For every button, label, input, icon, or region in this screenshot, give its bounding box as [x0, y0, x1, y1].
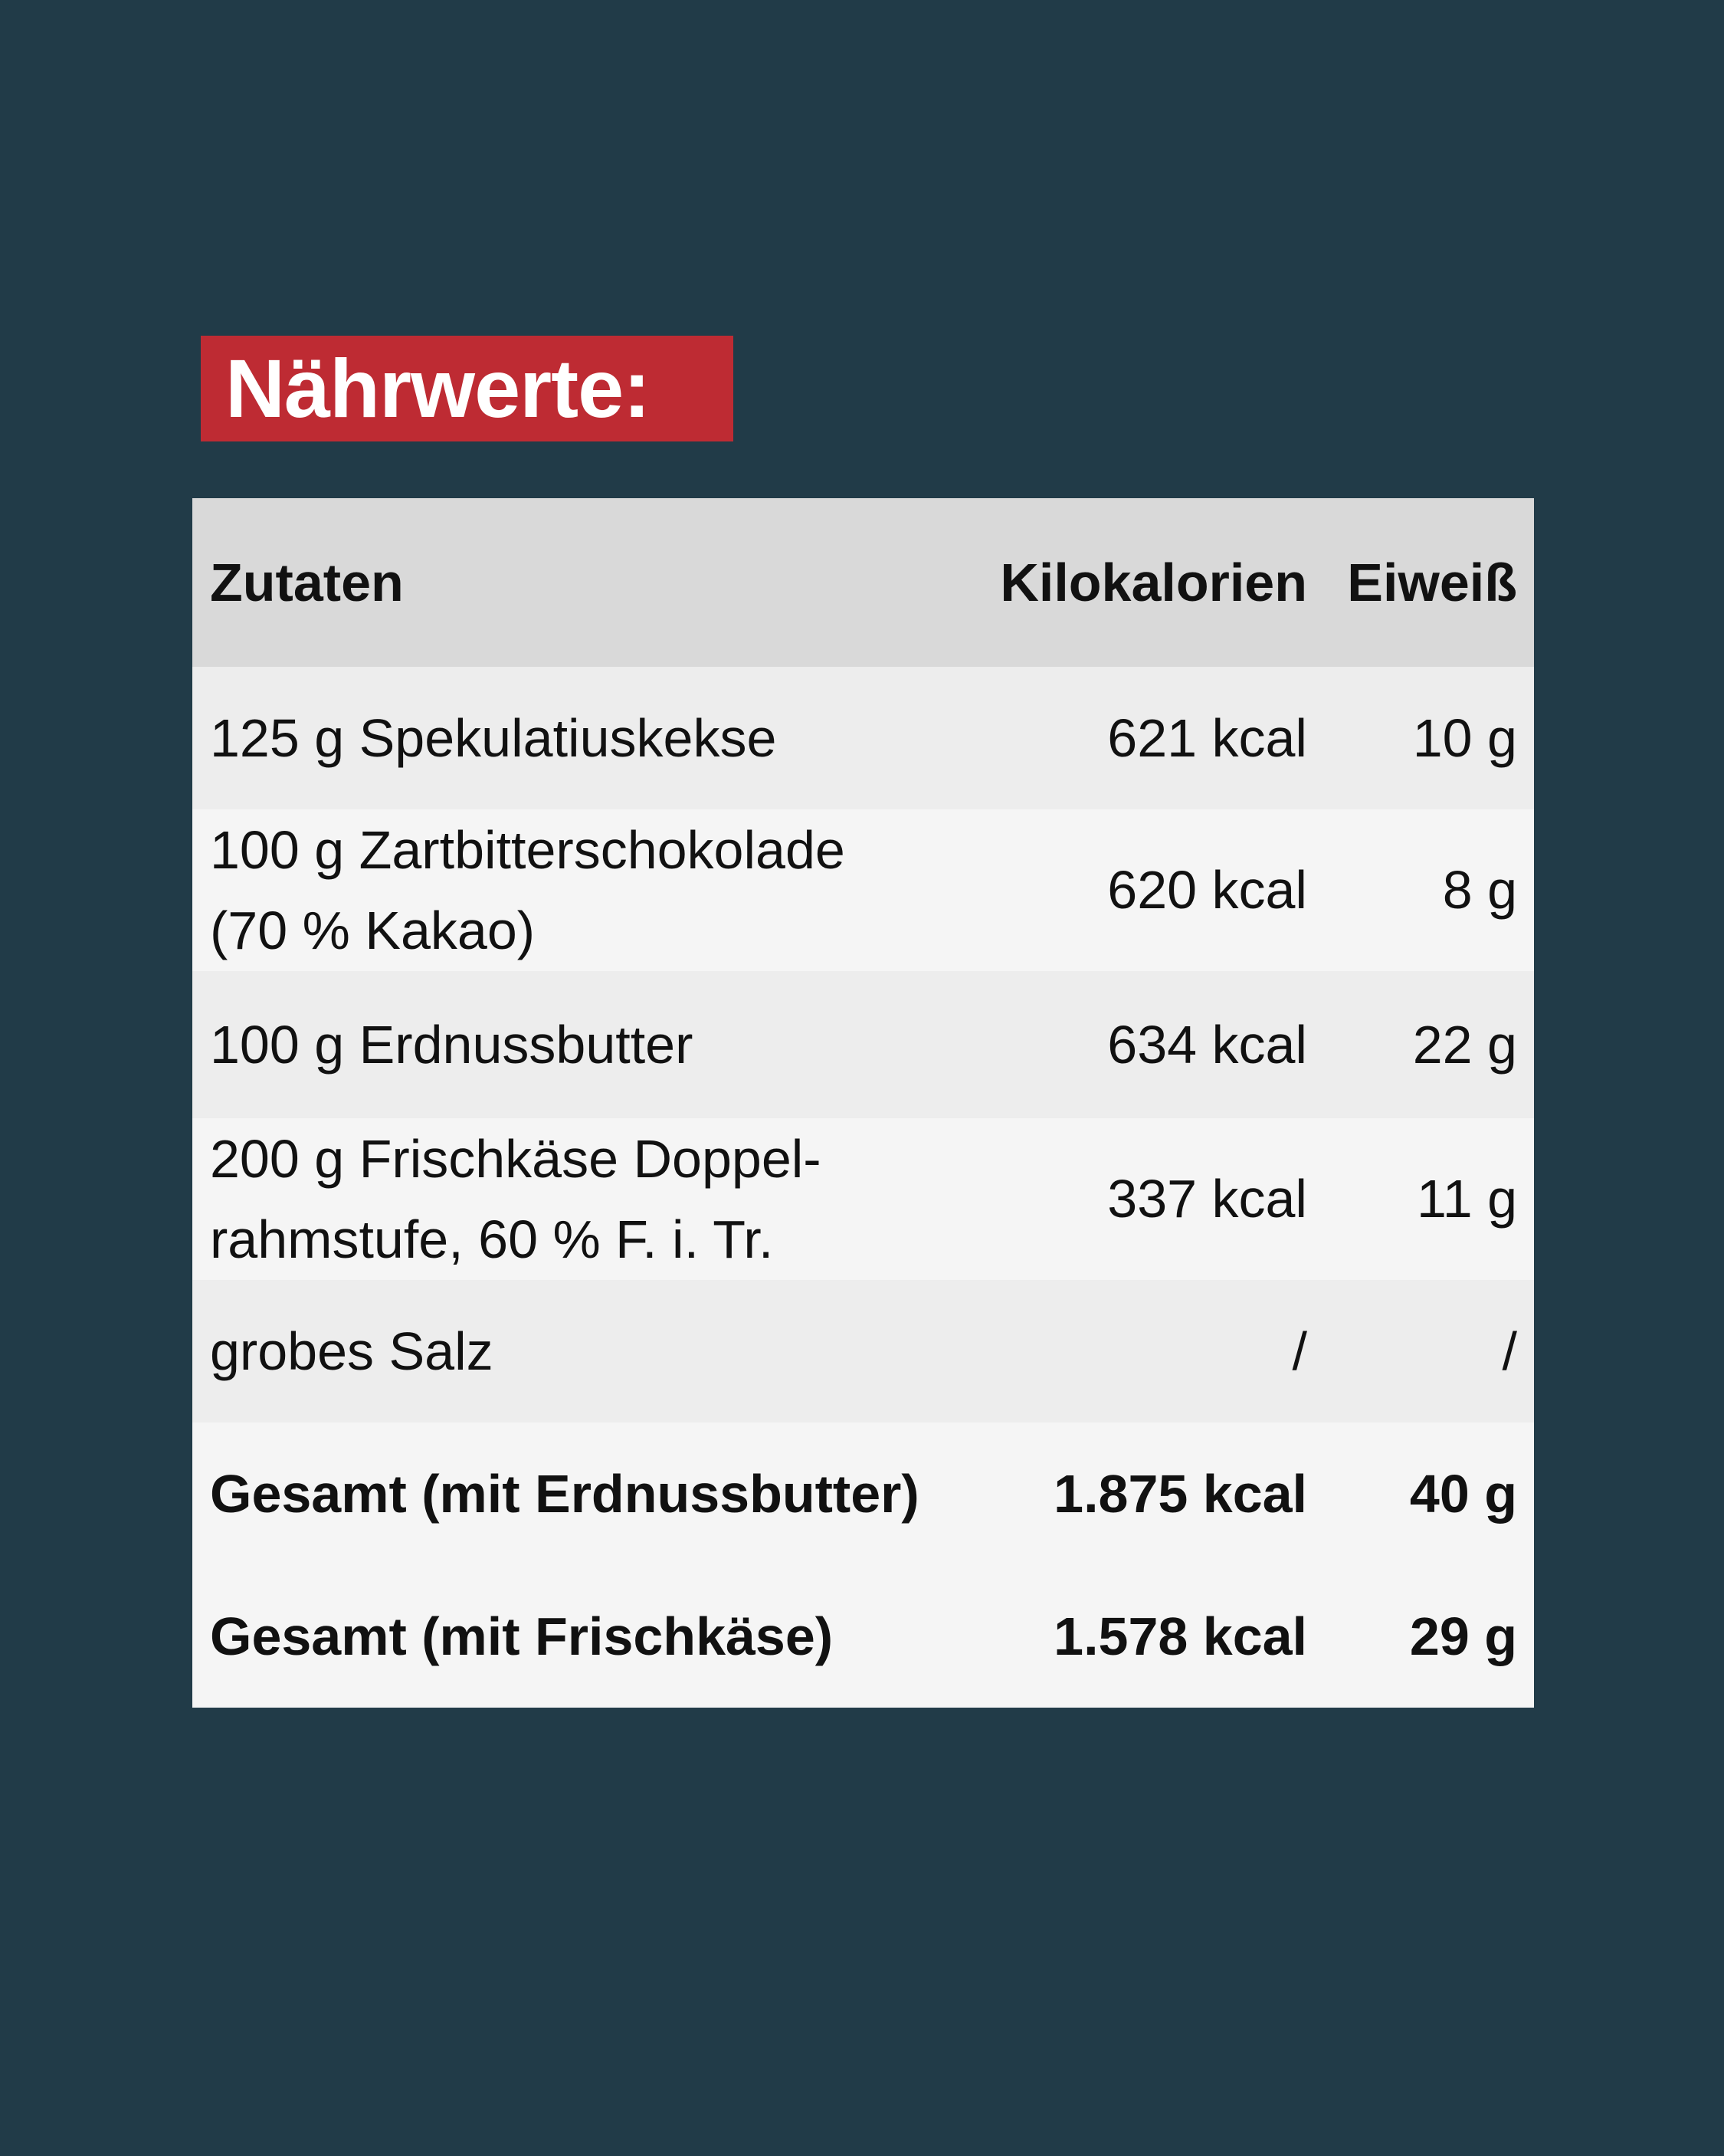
total-protein: 40 g [1409, 1463, 1517, 1524]
ingredient-kcal: 337 kcal [1107, 1169, 1307, 1229]
table-row: 125 g Spekulatiuskekse 621 kcal 10 g [192, 667, 1534, 809]
ingredient-name: 100 g Erdnussbutter [210, 1014, 693, 1075]
ingredient-protein: 10 g [1412, 707, 1517, 768]
header-ingredients: Zutaten [210, 552, 404, 612]
ingredient-kcal: 621 kcal [1107, 707, 1307, 768]
ingredient-protein: / [1502, 1321, 1517, 1381]
ingredient-name: 200 g Frischkäse Doppel- rahmstufe, 60 %… [210, 1128, 821, 1269]
ingredient-name: 100 g Zartbitterschokolade (70 % Kakao) [210, 819, 845, 960]
ingredient-kcal: 620 kcal [1107, 860, 1307, 920]
ingredient-kcal: / [1292, 1321, 1307, 1381]
table-row: 100 g Erdnussbutter 634 kcal 22 g [192, 971, 1534, 1118]
header-protein: Eiweiß [1347, 552, 1517, 612]
total-kcal: 1.578 kcal [1054, 1606, 1307, 1666]
ingredient-kcal: 634 kcal [1107, 1014, 1307, 1075]
table-row: 200 g Frischkäse Doppel- rahmstufe, 60 %… [192, 1118, 1534, 1280]
ingredient-name: 125 g Spekulatiuskekse [210, 707, 777, 768]
total-label: Gesamt (mit Frischkäse) [210, 1606, 834, 1666]
ingredient-protein: 22 g [1412, 1014, 1517, 1075]
nutrition-table: Zutaten Kilokalorien Eiweiß 125 g Spekul… [192, 498, 1534, 1708]
total-protein: 29 g [1409, 1606, 1517, 1666]
table-row: 100 g Zartbitterschokolade (70 % Kakao) … [192, 809, 1534, 971]
total-kcal: 1.875 kcal [1054, 1463, 1307, 1524]
total-label: Gesamt (mit Erdnussbutter) [210, 1463, 919, 1524]
ingredient-protein: 11 g [1416, 1169, 1517, 1229]
ingredient-protein: 8 g [1442, 860, 1517, 920]
title-badge: Nährwerte: [201, 336, 733, 441]
header-kilocalories: Kilokalorien [1000, 552, 1307, 612]
total-row: Gesamt (mit Erdnussbutter) 1.875 kcal 40… [192, 1423, 1534, 1565]
total-row: Gesamt (mit Frischkäse) 1.578 kcal 29 g [192, 1565, 1534, 1708]
table-row: grobes Salz / / [192, 1280, 1534, 1423]
page-title: Nährwerte: [225, 342, 651, 435]
table-header-row: Zutaten Kilokalorien Eiweiß [192, 498, 1534, 667]
ingredient-name: grobes Salz [210, 1321, 493, 1381]
